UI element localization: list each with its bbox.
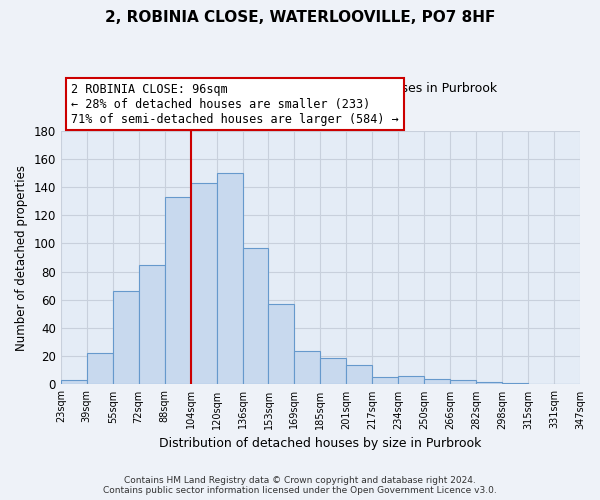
Bar <box>373 378 398 384</box>
Text: 2, ROBINIA CLOSE, WATERLOOVILLE, PO7 8HF: 2, ROBINIA CLOSE, WATERLOOVILLE, PO7 8HF <box>105 10 495 25</box>
Bar <box>398 376 424 384</box>
X-axis label: Distribution of detached houses by size in Purbrook: Distribution of detached houses by size … <box>159 437 482 450</box>
Bar <box>450 380 476 384</box>
Bar <box>424 379 450 384</box>
Text: Contains HM Land Registry data © Crown copyright and database right 2024.
Contai: Contains HM Land Registry data © Crown c… <box>103 476 497 495</box>
Bar <box>139 264 164 384</box>
Y-axis label: Number of detached properties: Number of detached properties <box>15 164 28 350</box>
Bar <box>476 382 502 384</box>
Bar <box>87 354 113 384</box>
Title: Size of property relative to detached houses in Purbrook: Size of property relative to detached ho… <box>144 82 497 95</box>
Bar <box>268 304 295 384</box>
Bar <box>191 183 217 384</box>
Bar <box>320 358 346 384</box>
Bar <box>217 173 242 384</box>
Text: 2 ROBINIA CLOSE: 96sqm
← 28% of detached houses are smaller (233)
71% of semi-de: 2 ROBINIA CLOSE: 96sqm ← 28% of detached… <box>71 82 399 126</box>
Bar <box>113 292 139 384</box>
Bar <box>346 364 373 384</box>
Bar <box>502 383 528 384</box>
Bar <box>295 350 320 384</box>
Bar <box>242 248 268 384</box>
Bar <box>61 380 87 384</box>
Bar <box>164 197 191 384</box>
